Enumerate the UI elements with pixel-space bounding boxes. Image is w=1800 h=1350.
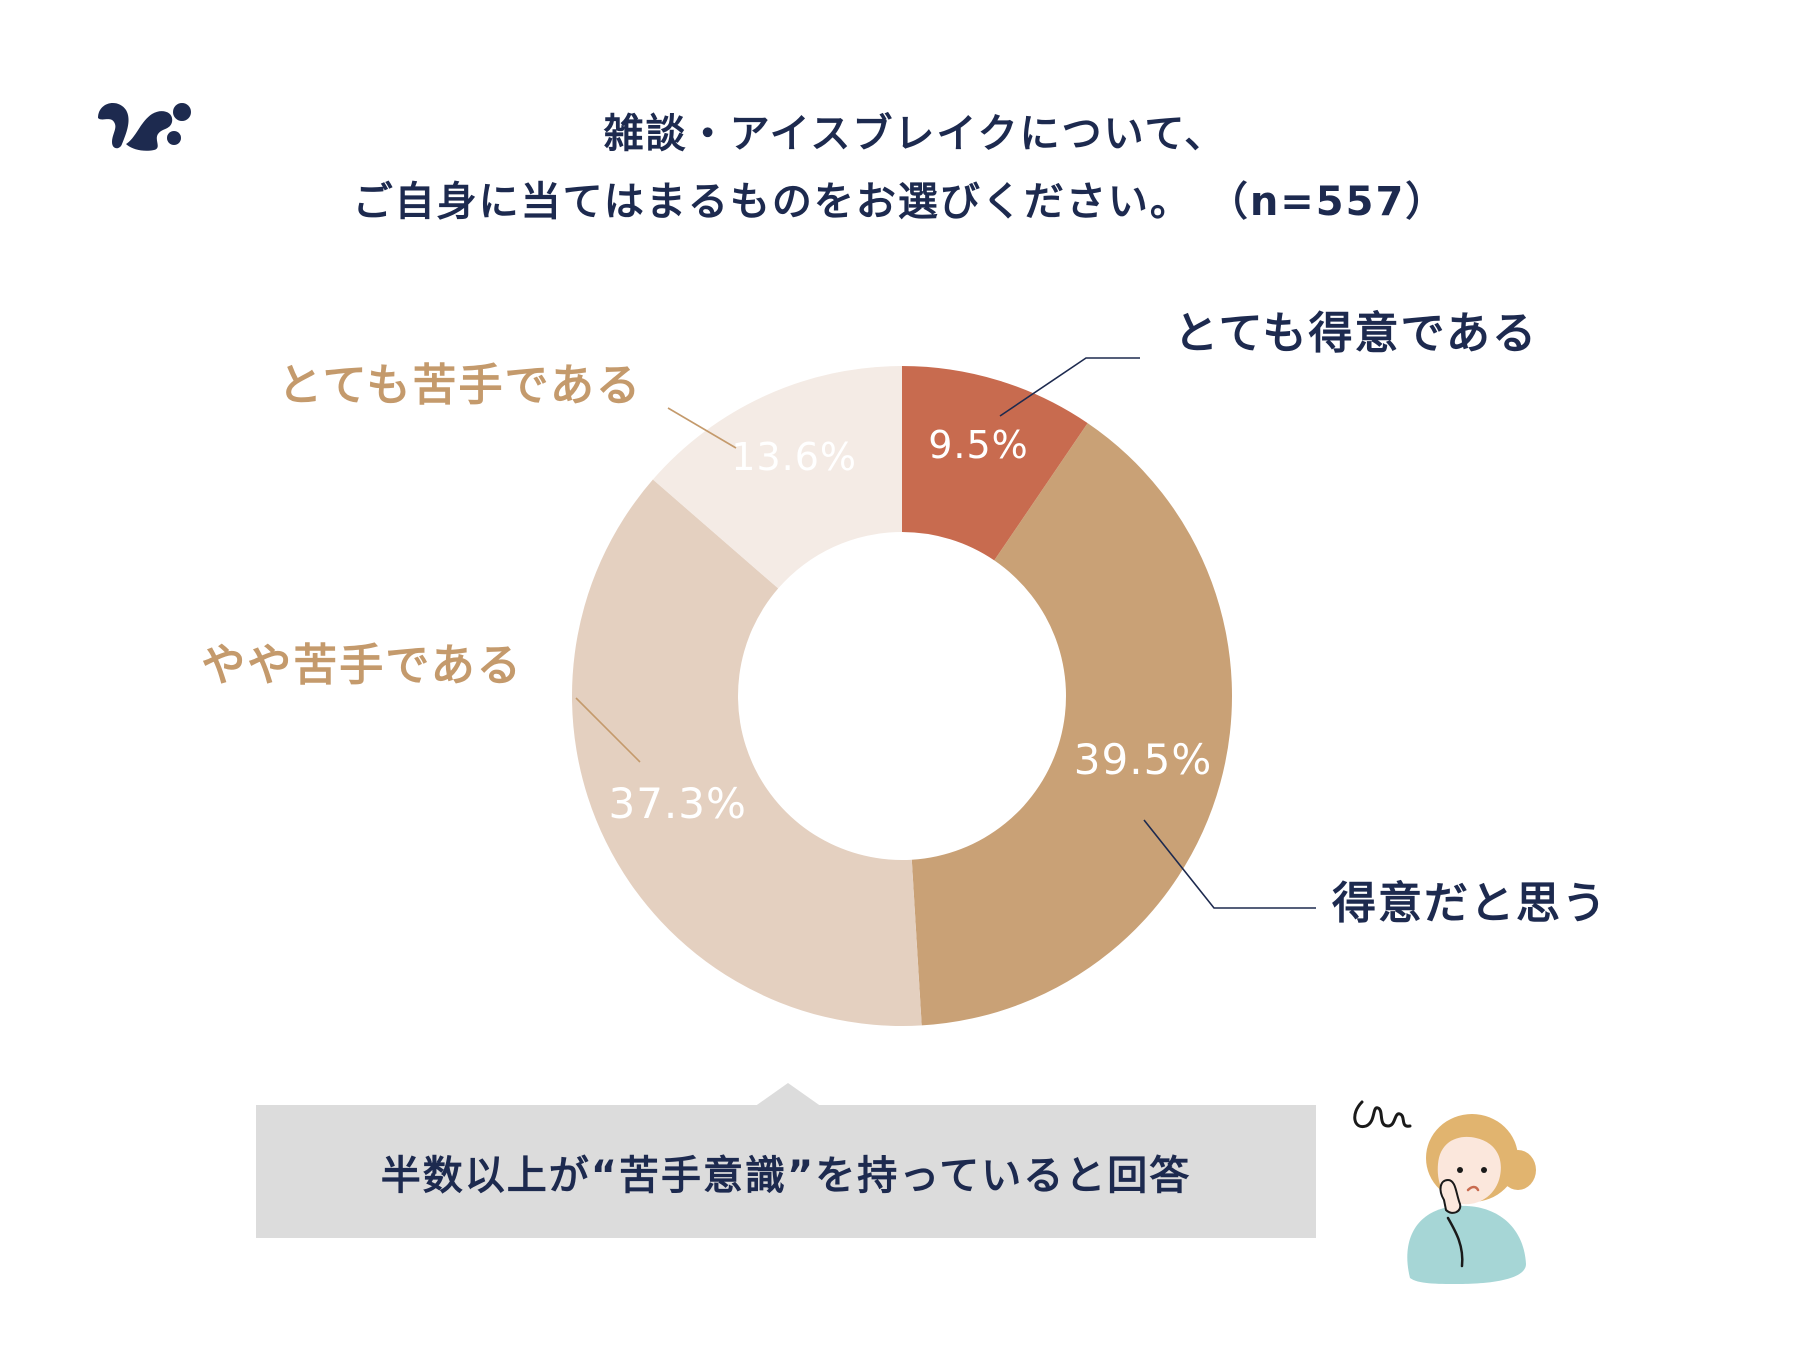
leader-line-2 xyxy=(1143,819,1316,909)
callout-box xyxy=(256,1105,1316,1238)
callout-text: 半数以上が“苦手意識”を持っていると回答 xyxy=(380,1152,1192,1199)
leader-line-4 xyxy=(667,407,737,449)
title-line-1: 雑談・アイスブレイクについて、 xyxy=(603,111,1227,157)
donut-slice-1 xyxy=(902,366,1088,561)
chart-title: 雑談・アイスブレイクについて、 ご自身に当てはまるものをお選びください。 （n=… xyxy=(0,100,1800,236)
category-label-4: とても苦手である xyxy=(278,360,642,411)
thinking-woman-illustration xyxy=(1353,1100,1536,1284)
category-label-3: やや苦手である xyxy=(201,640,523,691)
brand-logo-icon xyxy=(98,103,191,151)
leader-line-1 xyxy=(999,357,1140,417)
slice-value-label-2: 39.5% xyxy=(1074,735,1212,784)
summary-callout: 半数以上が“苦手意識”を持っていると回答 xyxy=(256,1083,1316,1238)
title-line-2: ご自身に当てはまるものをお選びください。 （n=557） xyxy=(352,179,1448,225)
category-label-2: 得意だと思う xyxy=(1331,878,1608,929)
donut-slice-4 xyxy=(652,366,902,589)
category-label-1: とても得意である xyxy=(1174,308,1538,359)
slice-value-label-3: 37.3% xyxy=(608,779,746,828)
callout-pointer xyxy=(754,1083,822,1107)
donut-slice-2 xyxy=(911,423,1232,1026)
donut-slice-3 xyxy=(571,479,922,1026)
slice-value-label-4: 13.6% xyxy=(731,435,857,479)
leader-line-3 xyxy=(575,697,641,763)
slice-value-label-1: 9.5% xyxy=(928,423,1029,467)
